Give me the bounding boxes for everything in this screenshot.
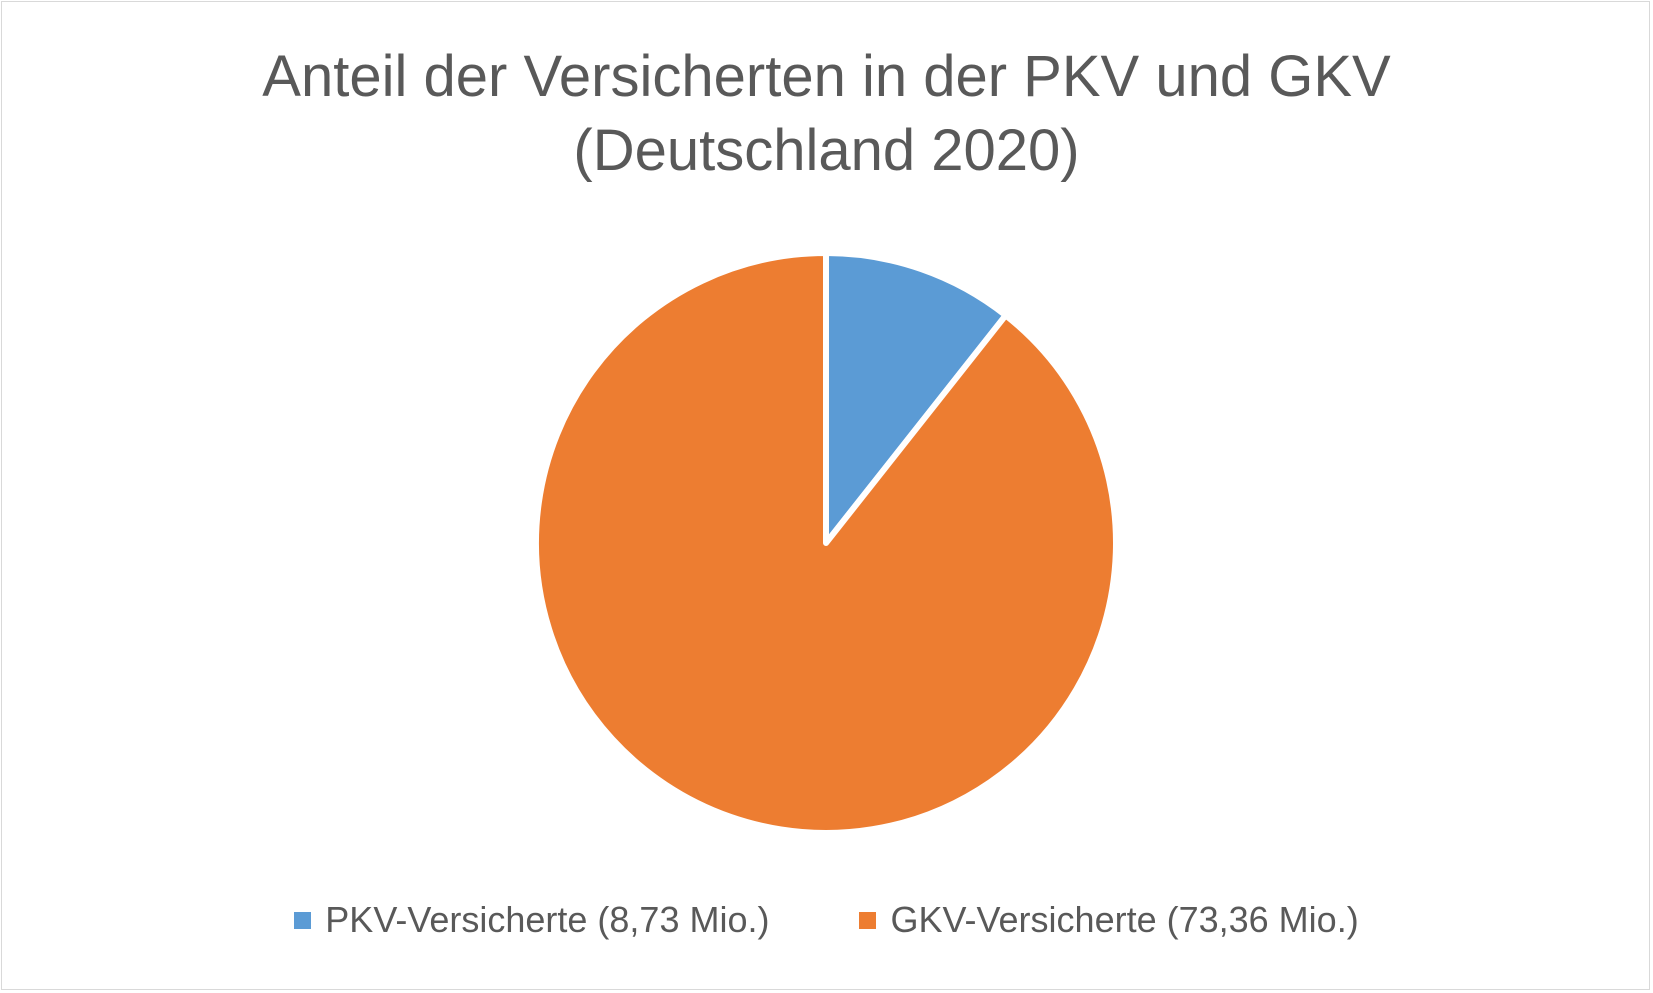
chart-title-line-2: (Deutschland 2020) — [573, 118, 1080, 183]
chart-title-line-1: Anteil der Versicherten in der PKV und G… — [262, 44, 1391, 109]
legend: PKV-Versicherte (8,73 Mio.) GKV-Versiche… — [0, 895, 1653, 945]
legend-label-pkv: PKV-Versicherte (8,73 Mio.) — [325, 899, 770, 940]
chart-title: Anteil der Versicherten in der PKV und G… — [0, 40, 1653, 188]
legend-swatch-gkv — [859, 911, 877, 929]
pie-slice-gkv — [533, 250, 1119, 836]
pie-slice-pkv — [823, 250, 1009, 546]
legend-item-gkv: GKV-Versicherte (73,36 Mio.) — [859, 899, 1359, 941]
legend-swatch-pkv — [294, 911, 312, 929]
pie-slices — [533, 250, 1119, 836]
legend-item-pkv: PKV-Versicherte (8,73 Mio.) — [294, 899, 769, 941]
legend-label-gkv: GKV-Versicherte (73,36 Mio.) — [890, 899, 1359, 940]
